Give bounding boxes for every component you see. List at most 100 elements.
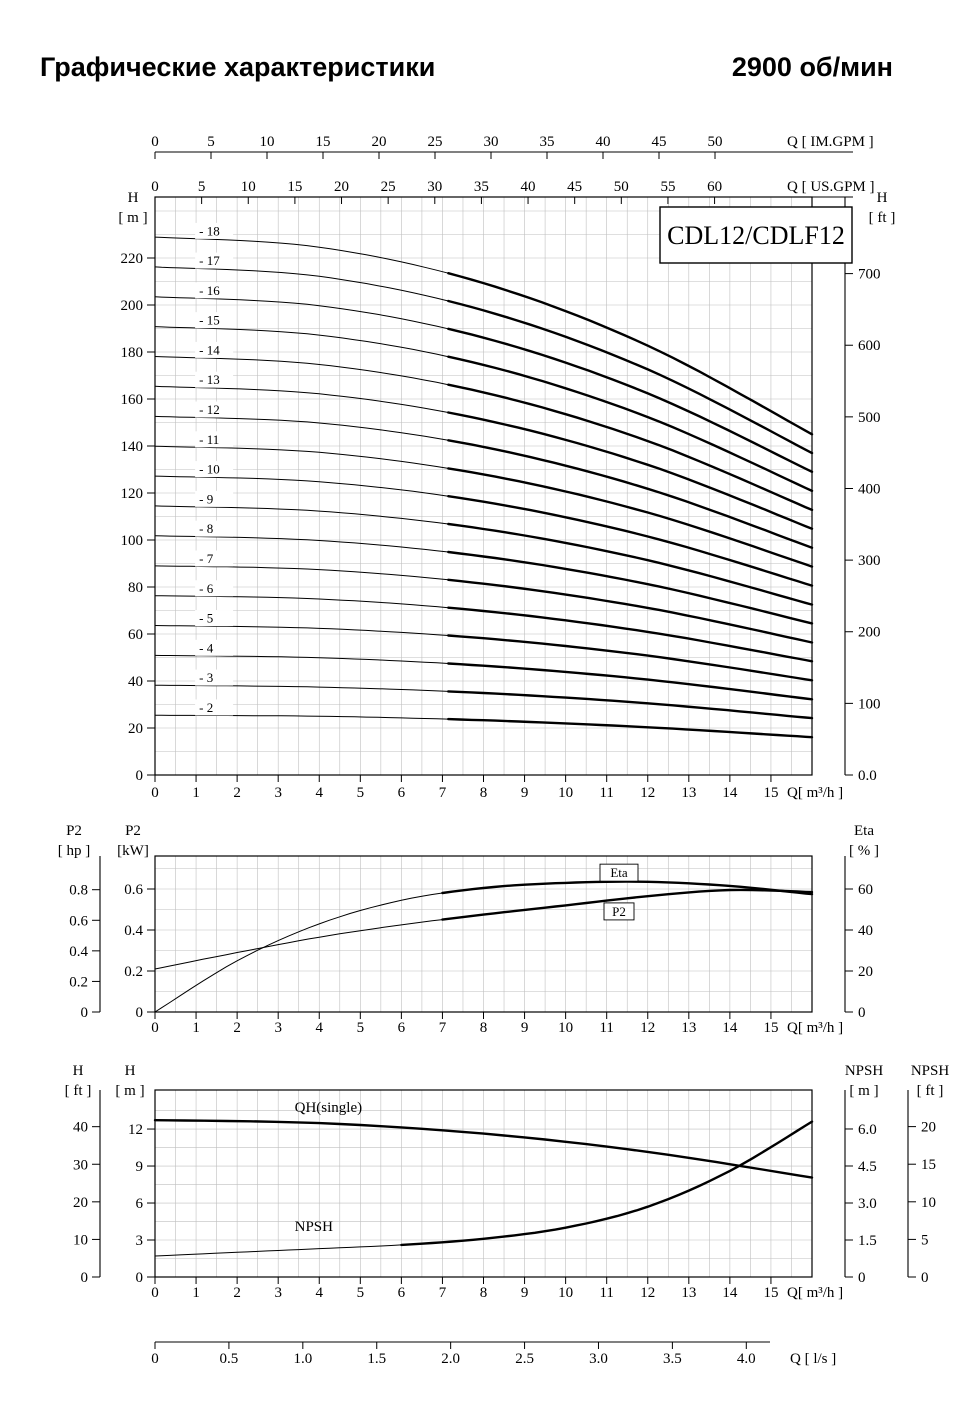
tick-label: 40 <box>521 179 536 195</box>
plot-border <box>154 196 813 776</box>
stage-label: - 2 <box>199 700 213 715</box>
axis-label: H <box>877 190 888 206</box>
stage-labels: - 18 - 17 - 16 - 15 - 14 - 13 - 12 - 11 - 10 - 9 -… <box>195 222 234 716</box>
curve-stage-14-bold <box>447 383 814 512</box>
stage-label: - 4 <box>199 640 214 655</box>
tick-label: 400 <box>858 481 881 497</box>
tick-label: 8 <box>480 1020 488 1036</box>
tick-label: 40 <box>858 923 873 939</box>
stage-label: - 18 <box>199 223 220 238</box>
tick-label: 5 <box>357 785 365 801</box>
tick-label: 6.0 <box>858 1122 877 1138</box>
tick-label: 14 <box>722 785 738 801</box>
curve-label-box <box>599 863 639 882</box>
axes: 0 5 10 15 20 25 30 35 40 45 50 Q [ IM.GPM ]0 5 10 15 20… <box>118 134 895 801</box>
tick-label: 10 <box>558 785 573 801</box>
model-box <box>659 206 853 264</box>
tick-label: 0.4 <box>69 944 88 960</box>
tick-label: 1 <box>192 1020 200 1036</box>
stage-label: - 5 <box>199 611 213 626</box>
tick-label: 100 <box>121 533 144 549</box>
stage-label: - 17 <box>199 253 220 268</box>
tick-label: 4.0 <box>737 1351 756 1367</box>
tick-label: 5 <box>207 134 215 150</box>
tick-label: 15 <box>763 1020 778 1036</box>
tick-label: 30 <box>73 1157 88 1173</box>
curve-stage-17-bold <box>447 299 814 455</box>
curve-p2-bold <box>441 888 814 921</box>
tick-label: 10 <box>921 1195 936 1211</box>
stage-label-bg <box>195 550 234 567</box>
page-title: Графические характеристики <box>40 52 436 82</box>
axis-label: [ % ] <box>849 843 879 859</box>
tick-label: 0.6 <box>124 882 143 898</box>
tick-label: 10 <box>73 1232 88 1248</box>
axis-label: [ ft ] <box>869 210 896 226</box>
tick-label: 45 <box>652 134 667 150</box>
axis-label: [kW] <box>117 843 149 859</box>
stage-label-bg <box>195 282 234 299</box>
curve-stage-15-bold <box>447 355 814 493</box>
tick-label: 300 <box>858 553 881 569</box>
tick-label: 11 <box>599 1285 613 1301</box>
curve-stage-4-bold <box>447 662 814 701</box>
tick-label: 50 <box>708 134 723 150</box>
tick-label: 2 <box>233 1020 241 1036</box>
curve-npsh-bold <box>400 1120 814 1247</box>
tick-label: 20 <box>334 179 349 195</box>
stage-label: - 6 <box>199 581 214 596</box>
axis-label: Eta <box>854 823 874 839</box>
tick-label: 4 <box>316 1285 324 1301</box>
tick-label: 1 <box>192 1285 200 1301</box>
tick-label: 120 <box>121 486 144 502</box>
tick-label: 0 <box>136 1270 144 1286</box>
tick-label: 100 <box>858 696 881 712</box>
tick-label: 200 <box>121 298 144 314</box>
tick-label: 140 <box>121 439 144 455</box>
stage-label: - 11 <box>199 432 219 447</box>
stage-label: - 16 <box>199 283 220 298</box>
tick-label: 12 <box>640 785 655 801</box>
tick-label: 4 <box>316 1020 324 1036</box>
tick-label: 2 <box>233 1285 241 1301</box>
tick-label: 60 <box>707 179 722 195</box>
curve-labels: Eta P2 <box>599 863 639 921</box>
tick-label: 9 <box>136 1159 144 1175</box>
stage-label: - 8 <box>199 521 213 536</box>
axis-label: [ ft ] <box>917 1083 944 1099</box>
curve-stage-5-bold <box>447 634 814 682</box>
curve-stage-18-bold <box>447 272 814 436</box>
stage-label: - 10 <box>199 462 220 477</box>
curve-label: NPSH <box>295 1219 334 1235</box>
tick-label: 20 <box>858 964 873 980</box>
stage-label-bg <box>195 252 234 269</box>
tick-label: 0.5 <box>220 1351 239 1367</box>
stage-label-bg <box>195 461 234 478</box>
tick-label: 0 <box>151 1351 159 1367</box>
tick-label: 0 <box>151 179 159 195</box>
axis-label: [ hp ] <box>58 843 91 859</box>
tick-label: 11 <box>599 1020 613 1036</box>
tick-label: 2.5 <box>515 1351 534 1367</box>
tick-label: 15 <box>763 1285 778 1301</box>
tick-label: 9 <box>521 1020 529 1036</box>
stage-label-bg <box>195 431 234 448</box>
curve-stage-3-bold <box>447 690 814 720</box>
tick-label: 0 <box>921 1270 929 1286</box>
tick-label: 1 <box>192 785 200 801</box>
tick-label: 55 <box>660 179 675 195</box>
axis-label: H <box>73 1063 84 1079</box>
tick-label: 12 <box>640 1285 655 1301</box>
curve-label: QH(single) <box>295 1100 363 1116</box>
tick-label: 13 <box>681 1285 696 1301</box>
tick-label: 5 <box>198 179 206 195</box>
tick-label: 20 <box>128 721 143 737</box>
curve-stage-13-bold <box>447 411 814 530</box>
tick-label: 13 <box>681 785 696 801</box>
tick-label: 15 <box>763 785 778 801</box>
tick-label: 0 <box>81 1005 89 1021</box>
tick-label: 6 <box>136 1196 144 1212</box>
stage-label-bg <box>195 490 234 507</box>
tick-label: 25 <box>428 134 443 150</box>
